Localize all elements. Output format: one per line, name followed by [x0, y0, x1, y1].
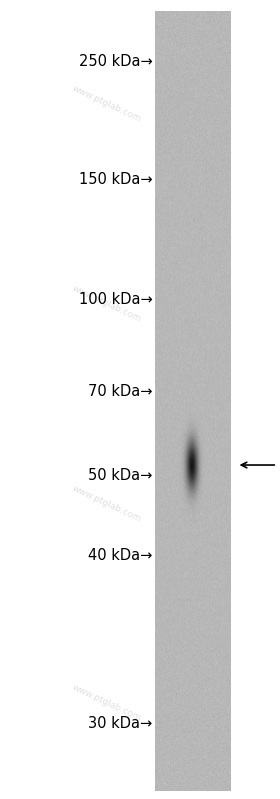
- Text: 150 kDa→: 150 kDa→: [79, 173, 153, 187]
- Text: www.ptglab.com: www.ptglab.com: [70, 84, 143, 124]
- Text: 70 kDa→: 70 kDa→: [88, 384, 153, 399]
- Text: 30 kDa→: 30 kDa→: [88, 716, 153, 730]
- Text: 40 kDa→: 40 kDa→: [88, 548, 153, 562]
- Text: www.ptglab.com: www.ptglab.com: [70, 483, 143, 523]
- Text: 50 kDa→: 50 kDa→: [88, 468, 153, 483]
- Text: 100 kDa→: 100 kDa→: [79, 292, 153, 307]
- Text: 250 kDa→: 250 kDa→: [79, 54, 153, 69]
- Text: www.ptglab.com: www.ptglab.com: [70, 284, 143, 324]
- Text: www.ptglab.com: www.ptglab.com: [70, 683, 143, 723]
